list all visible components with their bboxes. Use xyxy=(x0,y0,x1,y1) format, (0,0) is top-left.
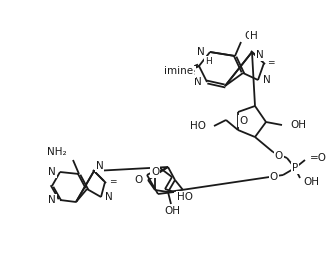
Text: N: N xyxy=(48,167,56,177)
Text: O: O xyxy=(275,151,283,161)
Text: OH: OH xyxy=(290,120,306,130)
Text: OH: OH xyxy=(303,177,319,187)
Text: imine: imine xyxy=(164,66,194,76)
Text: N: N xyxy=(194,77,202,87)
Text: O: O xyxy=(270,172,278,182)
Text: O: O xyxy=(244,31,252,41)
Text: N: N xyxy=(197,47,205,57)
Text: N: N xyxy=(256,50,264,60)
Text: O: O xyxy=(135,175,143,185)
Text: O: O xyxy=(151,167,159,177)
Text: =: = xyxy=(267,58,275,68)
Text: N: N xyxy=(105,192,113,202)
Text: O: O xyxy=(239,116,247,126)
Text: HO: HO xyxy=(177,192,193,202)
Text: NH₂: NH₂ xyxy=(47,147,67,157)
Text: N: N xyxy=(96,161,104,171)
Text: N: N xyxy=(48,195,56,205)
Text: HO: HO xyxy=(190,121,206,131)
Text: P: P xyxy=(292,163,298,173)
Text: H: H xyxy=(250,31,258,41)
Text: =: = xyxy=(109,177,117,187)
Text: imine: imine xyxy=(166,67,196,77)
Text: OH: OH xyxy=(164,206,180,216)
Text: =O: =O xyxy=(310,153,327,163)
Text: H: H xyxy=(205,56,211,66)
Text: N: N xyxy=(263,75,271,85)
